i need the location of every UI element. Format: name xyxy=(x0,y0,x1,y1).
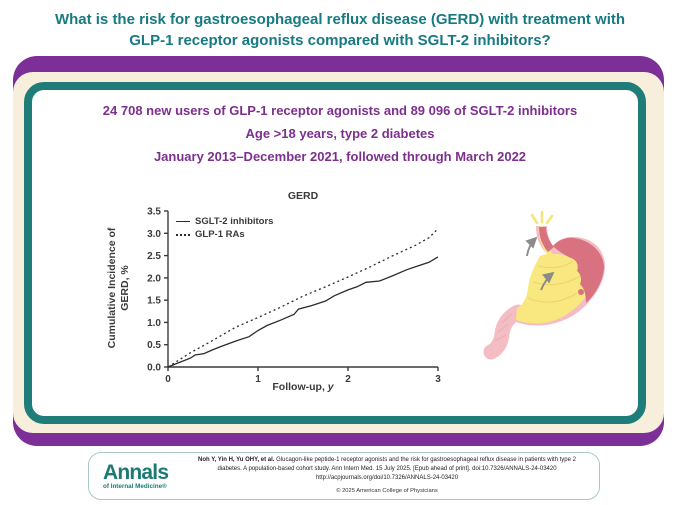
study-criteria: Age >18 years, type 2 diabetes xyxy=(245,126,435,141)
page-title: What is the risk for gastroesophageal re… xyxy=(54,11,626,49)
chart-y-axis-label: Cumulative Incidence of GERD, % xyxy=(106,227,131,349)
dashed-line-sample-icon xyxy=(176,233,190,236)
citation-authors: Noh Y, Yin H, Yu OHY, et al. xyxy=(198,456,275,463)
svg-text:1.5: 1.5 xyxy=(147,296,161,307)
copyright-line: © 2025 American College of Physicians xyxy=(336,488,438,495)
citation-text: Noh Y, Yin H, Yu OHY, et al. Glucagon-li… xyxy=(183,456,599,497)
solid-line-sample-icon xyxy=(176,221,190,222)
chart-legend: SGLT-2 inhibitors GLP-1 RAs xyxy=(176,215,273,241)
svg-text:2.0: 2.0 xyxy=(147,273,161,284)
annals-logo-subtitle: of Internal Medicine® xyxy=(103,482,167,490)
svg-text:3: 3 xyxy=(435,374,441,385)
svg-text:0: 0 xyxy=(165,374,171,385)
duodenum-segments xyxy=(494,313,513,342)
legend-item-sglt2: SGLT-2 inhibitors xyxy=(176,215,273,228)
chart-x-axis-label: Follow-up, y xyxy=(272,381,334,393)
svg-text:1: 1 xyxy=(255,374,261,385)
citation-link: http://acpjournals.org/doi/10.7326/ANNAL… xyxy=(315,475,459,482)
svg-text:0.0: 0.0 xyxy=(147,363,161,374)
citation-box: Annals of Internal Medicine® Noh Y, Yin … xyxy=(88,452,600,500)
study-details: 24 708 new users of GLP-1 receptor agoni… xyxy=(40,99,640,168)
annals-logo-wordmark: Annals xyxy=(103,460,169,484)
legend-item-glp1: GLP-1 RAs xyxy=(176,228,273,241)
reflux-arrows-icon xyxy=(525,236,555,291)
stomach-reflux-icon xyxy=(483,210,606,360)
svg-text:3.0: 3.0 xyxy=(147,229,161,240)
stomach-acid-fill xyxy=(516,253,594,324)
svg-text:2: 2 xyxy=(345,374,351,385)
acid-splash-icon xyxy=(530,210,554,225)
stomach-rugae-lines xyxy=(527,261,581,303)
esophagus-interior xyxy=(539,227,554,252)
stomach-fundus-shape xyxy=(553,237,604,303)
chart-title: GERD xyxy=(287,190,319,202)
study-period: January 2013–December 2021, followed thr… xyxy=(153,149,527,164)
gerd-cumulative-incidence-chart: 0 1 2 3 0.0 0.5 1.0 1.5 2.0 2.5 3.0 3.5 xyxy=(147,207,441,386)
fundus-drip xyxy=(578,289,584,295)
study-population: 24 708 new users of GLP-1 receptor agoni… xyxy=(102,103,578,118)
svg-text:1.0: 1.0 xyxy=(147,318,161,329)
annals-logo: Annals of Internal Medicine® xyxy=(103,462,183,490)
svg-text:3.5: 3.5 xyxy=(147,207,161,218)
svg-text:2.5: 2.5 xyxy=(147,251,161,262)
citation-body: Glucagon-like peptide-1 receptor agonist… xyxy=(217,456,576,472)
svg-text:0.5: 0.5 xyxy=(147,340,161,351)
duodenum-shape xyxy=(483,304,526,360)
